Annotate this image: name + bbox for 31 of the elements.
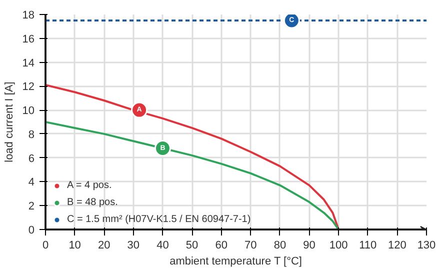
line-series xyxy=(46,84,340,230)
x-axis-title: ambient temperature T [°C] xyxy=(170,256,302,268)
y-axis-title: load current I [A] xyxy=(3,82,16,162)
x-tick-label: 80 xyxy=(274,240,286,252)
legend-label: C = 1.5 mm² (H07V-K1.5 / EN 60947-7-1) xyxy=(67,213,251,227)
x-tick-label: 70 xyxy=(244,240,257,252)
x-tick-label: 110 xyxy=(359,240,377,252)
y-tick-label: 18 xyxy=(22,10,35,22)
x-tick-label: 50 xyxy=(186,240,198,252)
y-tick-label: 12 xyxy=(22,81,35,94)
x-tick-label: 10 xyxy=(68,240,81,252)
x-tick-label: 130 xyxy=(417,240,436,252)
x-tick-label: 40 xyxy=(156,240,169,252)
y-tick-label: 6 xyxy=(28,152,35,165)
y-tick-label: 8 xyxy=(28,128,35,141)
y-tick-label: 2 xyxy=(28,200,35,213)
x-tick-label: 0 xyxy=(42,240,49,252)
x-tick-label: 20 xyxy=(98,240,110,252)
y-tick-label: 10 xyxy=(22,105,35,118)
legend-label: B = 48 pos. xyxy=(67,196,118,210)
y-tick-label: 14 xyxy=(22,57,35,70)
legend-label: A = 4 pos. xyxy=(67,179,112,193)
x-tick-label: 90 xyxy=(303,240,316,252)
y-tick-label: 16 xyxy=(22,33,35,46)
y-tick-label: 0 xyxy=(28,224,35,236)
line-series xyxy=(46,121,340,230)
x-tick-label: 100 xyxy=(329,240,348,252)
y-tick-label: 4 xyxy=(28,176,35,189)
x-tick-label: 30 xyxy=(127,240,140,252)
x-tick-label: 60 xyxy=(215,240,228,252)
x-tick-label: 120 xyxy=(388,240,406,252)
